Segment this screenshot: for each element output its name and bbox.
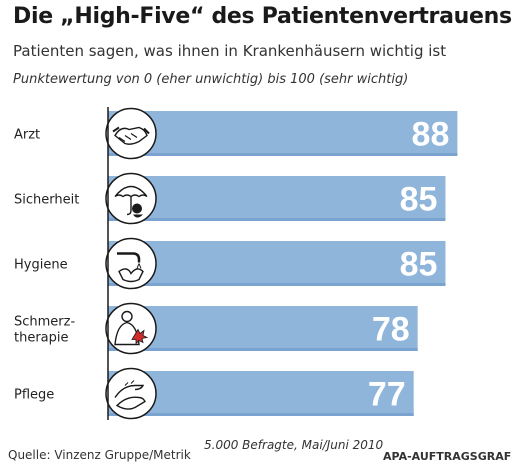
category-label-4: Pflege xyxy=(14,388,54,403)
sample-note: 5.000 Befragte, Mai/Juni 2010 xyxy=(204,438,384,452)
bar-4 xyxy=(108,371,414,416)
value-label-0: 88 xyxy=(412,116,450,154)
value-label-3: 78 xyxy=(372,311,410,349)
bar-2 xyxy=(108,241,446,286)
credit-label: APA-AUFTRAGSGRAFIK xyxy=(383,450,512,463)
pain-back-icon xyxy=(105,302,157,355)
chart-subtitle: Patienten sagen, was ihnen in Krankenhäu… xyxy=(13,42,447,60)
source-note: Quelle: Vinzenz Gruppe/Metrik xyxy=(8,448,191,462)
scale-note: Punktewertung von 0 (eher unwichtig) bis… xyxy=(13,72,409,87)
category-label-1: Sicherheit xyxy=(14,193,79,208)
handshake-icon xyxy=(105,107,157,160)
category-label-3: Schmerz-therapie xyxy=(14,315,75,346)
bar-shade-2 xyxy=(108,283,446,286)
value-label-4: 77 xyxy=(368,376,406,414)
caring-hands-icon xyxy=(105,367,157,420)
bar-0 xyxy=(108,111,458,156)
category-label-0: Arzt xyxy=(14,128,40,143)
chart-title: Die „High-Five“ des Patientenvertrauens xyxy=(13,4,512,29)
umbrella-icon xyxy=(105,172,157,225)
value-label-1: 85 xyxy=(400,181,438,219)
hand-washing-icon xyxy=(105,237,157,290)
value-label-2: 85 xyxy=(400,246,438,284)
bar-3 xyxy=(108,306,418,351)
bar-shade-4 xyxy=(108,413,414,416)
bar-1 xyxy=(108,176,446,221)
bar-shade-0 xyxy=(108,153,458,156)
category-label-2: Hygiene xyxy=(14,258,68,273)
bar-shade-3 xyxy=(108,348,418,351)
bar-shade-1 xyxy=(108,218,446,221)
